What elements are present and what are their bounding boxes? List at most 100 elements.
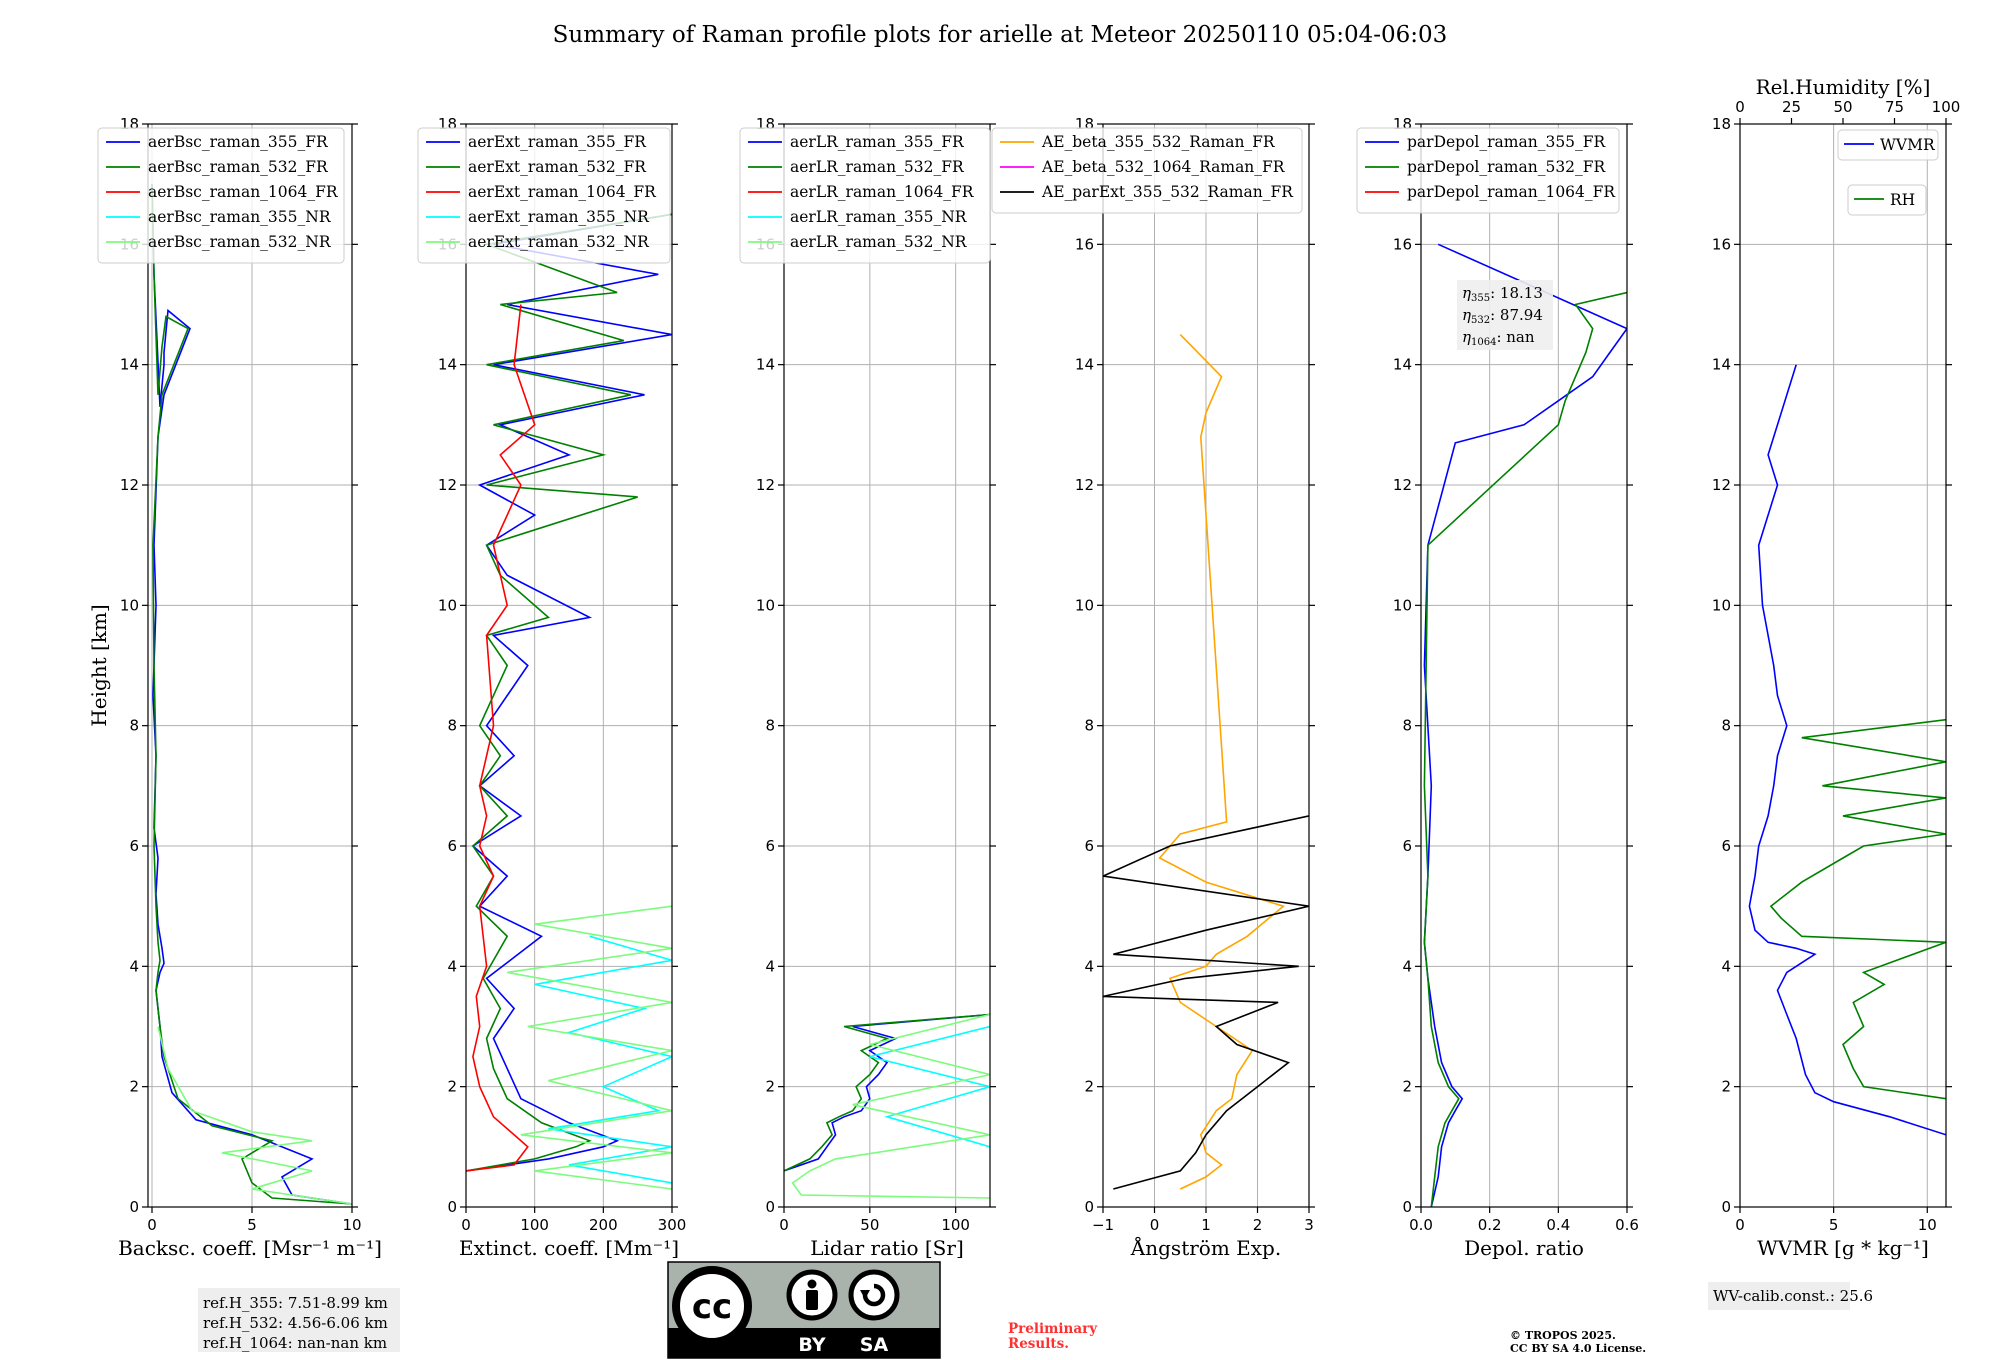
preliminary-note-line1: Preliminary xyxy=(1008,1321,1098,1337)
y-tick-label: 16 xyxy=(1393,235,1412,253)
y-tick-label: 8 xyxy=(447,717,457,735)
y-tick-label: 2 xyxy=(765,1078,775,1096)
plot-frame xyxy=(783,123,991,1208)
y-tick-label: 6 xyxy=(1721,837,1731,855)
by-icon-body xyxy=(806,1290,818,1310)
panel-extinction: 0246810121416180100200300Extinct. coeff.… xyxy=(417,115,687,1260)
legend-entry: aerExt_raman_355_NR xyxy=(468,208,650,226)
x-tick-label: 300 xyxy=(658,1216,687,1234)
y-tick-label: 4 xyxy=(447,957,457,975)
y-tick-label: 12 xyxy=(756,476,775,494)
legend-entry: aerBsc_raman_532_FR xyxy=(148,158,329,176)
panels-group: 0246810121416180510Backsc. coeff. [Msr⁻¹… xyxy=(87,75,1960,1352)
x-tick-label: 0 xyxy=(1150,1216,1160,1234)
reference-height-text: ref.H_532: 4.56-6.06 km xyxy=(203,1314,388,1332)
y-tick-label: 4 xyxy=(129,957,139,975)
y-tick-label: 12 xyxy=(1075,476,1094,494)
legend-entry: aerBsc_raman_355_NR xyxy=(148,208,332,226)
y-tick-label: 2 xyxy=(1721,1078,1731,1096)
y-tick-label: 4 xyxy=(1084,957,1094,975)
legend-frame xyxy=(1356,127,1620,214)
sa-icon-arrow xyxy=(862,1283,886,1307)
license-badge: cc BY SA xyxy=(667,1261,941,1359)
series-line-aerExt_raman_532_FR xyxy=(466,213,672,1172)
x-top-tick-label: 50 xyxy=(1833,98,1852,116)
eta-box-bg xyxy=(1457,280,1553,350)
y-tick-label: 2 xyxy=(1402,1078,1412,1096)
legend-entry: WVMR xyxy=(1880,136,1936,154)
legend-entry: parDepol_raman_532_FR xyxy=(1407,158,1607,176)
reference-height-box-bg xyxy=(198,1288,400,1352)
y-tick-label: 10 xyxy=(1075,596,1094,614)
legend-entry: parDepol_raman_355_FR xyxy=(1407,133,1607,151)
legend: aerBsc_raman_355_FR aerBsc_raman_532_FRae… xyxy=(97,127,345,264)
x-tick-label: −1 xyxy=(1092,1216,1114,1234)
sa-icon-arrowhead xyxy=(860,1290,870,1299)
y-axis-label: Height [km] xyxy=(87,604,111,726)
sa-label: SA xyxy=(860,1334,889,1356)
x-tick-label: 0 xyxy=(147,1216,157,1234)
y-tick-label: 6 xyxy=(1402,837,1412,855)
y-tick-label: 16 xyxy=(1712,235,1731,253)
x-tick-label: 10 xyxy=(342,1216,361,1234)
legend-entry: aerLR_raman_355_FR xyxy=(790,133,965,151)
series-line-RH xyxy=(1769,718,1946,1100)
y-tick-label: 14 xyxy=(1712,356,1731,374)
sa-icon xyxy=(848,1269,900,1321)
y-tick-label: 8 xyxy=(1721,717,1731,735)
series-group xyxy=(1103,334,1309,1190)
cc-icon xyxy=(672,1266,752,1346)
x-tick-label: 200 xyxy=(589,1216,618,1234)
legend-RH: RH xyxy=(1847,184,1927,216)
legend-frame xyxy=(1847,184,1927,216)
y-tick-label: 2 xyxy=(129,1078,139,1096)
series-group xyxy=(784,1013,990,1199)
x-top-tick-label: 25 xyxy=(1782,98,1801,116)
series-line-aerLR_raman_532_NR xyxy=(791,1013,990,1199)
x-axis-label: Ångström Exp. xyxy=(1130,1235,1281,1260)
x-axis-label: Backsc. coeff. [Msr⁻¹ m⁻¹] xyxy=(118,1236,382,1260)
x-tick-label: 0.0 xyxy=(1409,1216,1433,1234)
legend-entry: parDepol_raman_1064_FR xyxy=(1407,183,1616,201)
y-tick-label: 14 xyxy=(756,356,775,374)
legend-entry: AE_beta_355_532_Raman_FR xyxy=(1041,133,1276,151)
x-axis-label: Extinct. coeff. [Mm⁻¹] xyxy=(459,1236,679,1260)
series-line-aerLR_raman_355_NR xyxy=(869,1025,990,1148)
by-label: BY xyxy=(798,1334,825,1356)
x-tick-label: 2 xyxy=(1253,1216,1263,1234)
series-group xyxy=(466,213,672,1190)
y-tick-label: 4 xyxy=(1721,957,1731,975)
series-line-WVMR xyxy=(1748,364,1946,1136)
legend-entry: aerBsc_raman_1064_FR xyxy=(148,183,339,201)
legend-entry: aerLR_raman_532_FR xyxy=(790,158,965,176)
wv-calibration-box: WV-calib.const.: 25.6 xyxy=(1708,1282,1873,1310)
legend-WVMR: WVMR xyxy=(1837,129,1939,161)
y-tick-label: 4 xyxy=(765,957,775,975)
cc-icon-label: cc xyxy=(692,1287,732,1327)
preliminary-note-line2: Results. xyxy=(1008,1336,1069,1352)
legend-frame xyxy=(1837,129,1939,161)
plot-frame xyxy=(147,123,353,1208)
series-line-AE_beta_355_532_Raman_FR xyxy=(1158,334,1285,1190)
legend-frame xyxy=(97,127,345,264)
series-line-parDepol_raman_532_FR xyxy=(1423,291,1627,1207)
legend-entry: AE_beta_532_1064_Raman_FR xyxy=(1041,158,1286,176)
wv-calibration-text: WV-calib.const.: 25.6 xyxy=(1713,1287,1873,1305)
series-line-aerBsc_raman_532_NR xyxy=(157,1026,352,1205)
legend: aerLR_raman_355_FR aerLR_raman_532_FR aerL… xyxy=(739,127,991,264)
y-tick-label: 0 xyxy=(1402,1198,1412,1216)
y-tick-label: 2 xyxy=(1084,1078,1094,1096)
y-tick-label: 8 xyxy=(765,717,775,735)
y-tick-label: 12 xyxy=(1393,476,1412,494)
y-tick-label: 16 xyxy=(1075,235,1094,253)
y-tick-label: 10 xyxy=(438,596,457,614)
series-group xyxy=(1748,364,1946,1136)
plot-frame xyxy=(465,123,673,1208)
y-tick-label: 0 xyxy=(1721,1198,1731,1216)
series-group xyxy=(1423,243,1627,1207)
y-tick-label: 18 xyxy=(1712,115,1731,133)
y-tick-label: 0 xyxy=(129,1198,139,1216)
